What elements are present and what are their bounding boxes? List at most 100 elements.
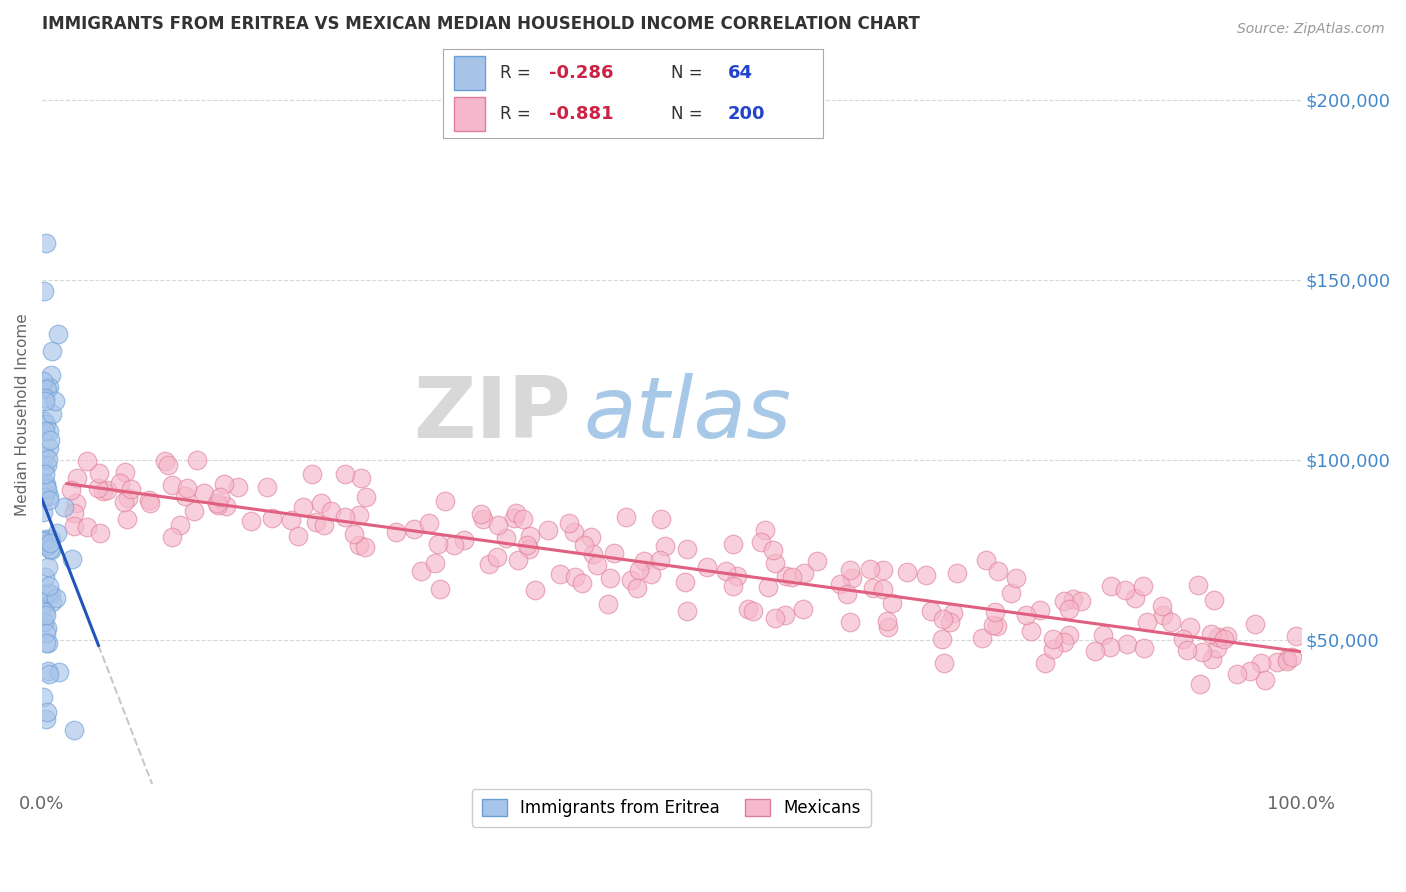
Point [581, 547, 603, 561]
Point [41, 407, 63, 421]
Point [110, 476, 132, 491]
Point [354, 540, 377, 554]
Point [775, 607, 797, 622]
Point [505, 506, 527, 520]
Point [939, 615, 962, 629]
Point [946, 566, 969, 580]
Point [1191, 645, 1213, 659]
Text: -0.286: -0.286 [550, 64, 613, 82]
Point [872, 582, 894, 597]
Point [1177, 642, 1199, 657]
Point [63, 723, 86, 737]
Point [34, 285, 56, 299]
Point [48, 665, 70, 679]
Point [114, 465, 136, 479]
Point [89, 525, 111, 540]
Point [841, 570, 863, 584]
Point [1178, 619, 1201, 633]
Point [792, 602, 814, 616]
Point [974, 553, 997, 567]
Point [312, 518, 335, 533]
Point [280, 513, 302, 527]
Point [1201, 652, 1223, 666]
Point [673, 574, 696, 589]
Point [193, 486, 215, 500]
Point [46, 327, 69, 342]
Point [37, 664, 59, 678]
Point [426, 537, 449, 551]
Point [1057, 602, 1080, 616]
Point [35, 382, 58, 396]
Point [650, 512, 672, 526]
Point [226, 480, 249, 494]
Point [34, 393, 56, 408]
Text: N =: N = [671, 64, 707, 82]
Point [35, 636, 58, 650]
Point [335, 509, 357, 524]
Point [32, 490, 55, 504]
Point [495, 531, 517, 545]
Text: -0.881: -0.881 [550, 105, 614, 123]
Point [156, 458, 179, 473]
Point [35, 480, 58, 494]
Point [1201, 627, 1223, 641]
Point [350, 470, 373, 484]
Point [859, 562, 882, 576]
Point [153, 454, 176, 468]
Point [571, 575, 593, 590]
Text: 200: 200 [728, 105, 765, 123]
Point [186, 453, 208, 467]
Point [39, 433, 62, 447]
Point [972, 632, 994, 646]
Point [423, 557, 446, 571]
Point [63, 519, 86, 533]
Point [596, 597, 619, 611]
Point [34, 424, 56, 438]
Point [1057, 628, 1080, 642]
Text: R =: R = [501, 64, 536, 82]
Point [1250, 656, 1272, 670]
Point [34, 605, 56, 619]
Point [38, 579, 60, 593]
Point [877, 620, 900, 634]
Point [32, 505, 55, 519]
Point [39, 532, 62, 546]
Point [723, 580, 745, 594]
Point [35, 626, 58, 640]
Point [34, 449, 56, 463]
Point [96, 483, 118, 498]
Point [640, 567, 662, 582]
Point [418, 516, 440, 530]
Point [65, 471, 87, 485]
Point [1053, 593, 1076, 607]
Point [60, 483, 83, 497]
Point [1099, 640, 1122, 654]
Point [38, 493, 60, 508]
Point [1084, 644, 1107, 658]
Point [287, 529, 309, 543]
Point [763, 556, 786, 570]
Point [986, 618, 1008, 632]
Point [31, 690, 53, 705]
Point [39, 541, 62, 556]
Point [839, 563, 862, 577]
Bar [454, 97, 485, 131]
Point [599, 571, 621, 585]
Point [45, 591, 67, 605]
Point [749, 534, 772, 549]
Point [34, 414, 56, 428]
Text: 64: 64 [728, 64, 752, 82]
Point [443, 538, 465, 552]
Point [35, 235, 58, 250]
Point [564, 570, 586, 584]
Point [1213, 632, 1236, 647]
Point [429, 582, 451, 596]
Point [354, 490, 377, 504]
Point [780, 570, 803, 584]
Point [1136, 615, 1159, 629]
Point [120, 482, 142, 496]
Point [1171, 632, 1194, 646]
Point [44, 393, 66, 408]
Point [470, 507, 492, 521]
Point [725, 568, 748, 582]
